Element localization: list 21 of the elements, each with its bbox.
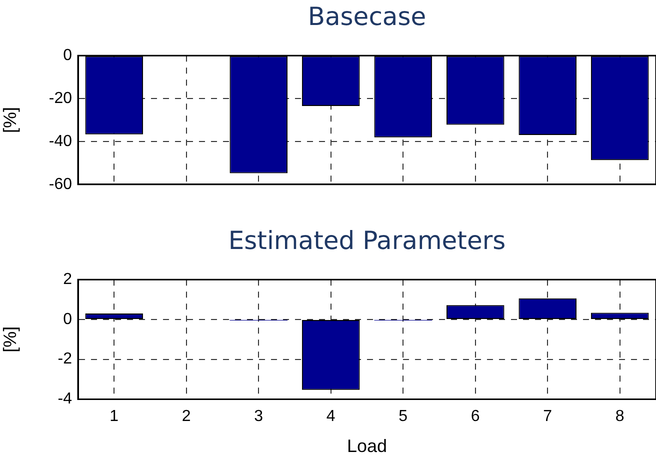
y-axis-title: [%] bbox=[0, 326, 20, 352]
x-tick-label: 3 bbox=[254, 408, 264, 426]
x-tick-label: 2 bbox=[182, 408, 191, 426]
y-tick-label: 0 bbox=[63, 310, 72, 328]
y-tick-label: -2 bbox=[58, 350, 72, 368]
chart-title: Basecase bbox=[306, 2, 428, 31]
x-axis-title: Load bbox=[346, 436, 388, 456]
y-tick-label: -60 bbox=[48, 176, 72, 193]
x-tick-label: 8 bbox=[615, 408, 624, 426]
y-axis-title: [%] bbox=[0, 106, 20, 134]
x-tick-label: 1 bbox=[110, 408, 119, 426]
y-tick-label: 0 bbox=[63, 47, 72, 64]
x-tick-label: 4 bbox=[326, 408, 336, 426]
x-tick-label: 7 bbox=[543, 408, 552, 426]
x-tick-label: 5 bbox=[398, 408, 408, 426]
y-tick-label: -40 bbox=[48, 132, 72, 150]
x-tick-label: 6 bbox=[470, 408, 480, 426]
y-tick-label: -4 bbox=[58, 390, 72, 408]
y-tick-label: 2 bbox=[63, 271, 72, 288]
chart-title: Estimated Parameters bbox=[227, 226, 507, 255]
y-tick-label: -20 bbox=[48, 90, 72, 107]
